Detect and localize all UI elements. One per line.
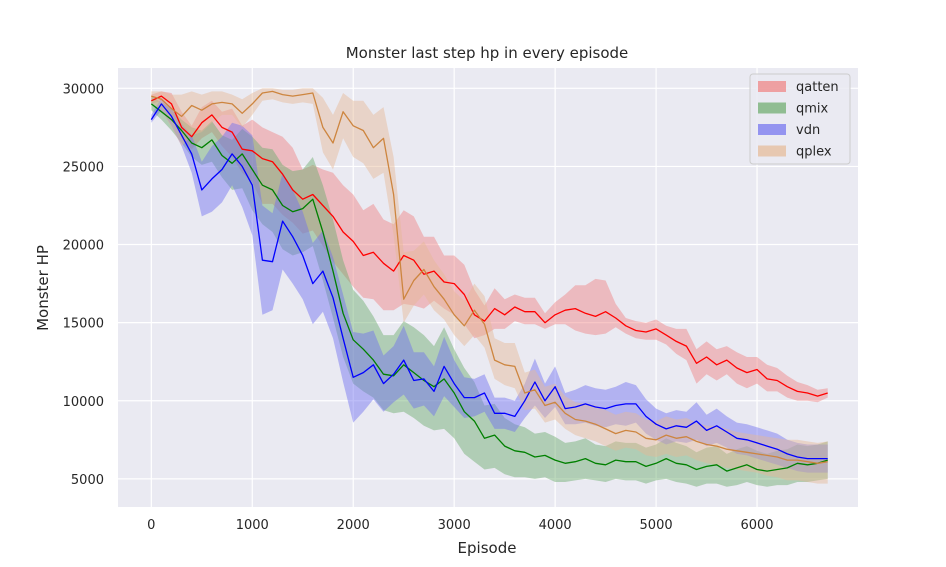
grid	[118, 68, 858, 507]
legend-label-qmix: qmix	[796, 102, 829, 117]
x-tick-label: 2000	[337, 518, 370, 533]
x-tick-label: 5000	[640, 518, 673, 533]
legend-swatch-qplex	[758, 145, 786, 157]
x-tick-label: 3000	[438, 518, 471, 533]
band-vdn	[151, 97, 828, 473]
line-vdn	[150, 103, 828, 460]
x-tick-label: 1000	[236, 518, 269, 533]
y-tick-label: 20000	[63, 239, 104, 254]
y-tick-label: 30000	[63, 82, 104, 97]
line-qmix	[150, 103, 828, 472]
x-tick-label: 6000	[740, 518, 773, 533]
x-tick-label: 4000	[539, 518, 572, 533]
line-qatten	[151, 95, 828, 397]
y-axis-label: Monster HP	[34, 245, 52, 331]
x-axis-label: Episode	[458, 539, 517, 557]
line-qplex	[151, 90, 828, 464]
band-qmix	[151, 96, 828, 487]
legend-swatch-vdn	[758, 124, 786, 135]
series-lines	[150, 90, 828, 472]
plot-area	[118, 68, 858, 507]
y-tick-label: 10000	[63, 395, 104, 410]
legend-label-vdn: vdn	[796, 123, 820, 138]
legend-label-qplex: qplex	[796, 145, 832, 160]
chart-title: Monster last step hp in every episode	[346, 44, 629, 62]
legend-swatch-qmix	[758, 102, 786, 114]
y-tick-label: 15000	[63, 317, 104, 332]
band-qatten	[151, 91, 828, 403]
x-axis: 0 1000 2000 3000 4000 5000 6000	[147, 518, 773, 533]
legend-label-qatten: qatten	[796, 80, 839, 95]
x-tick-label: 0	[147, 518, 155, 533]
legend-box	[749, 73, 851, 165]
legend: qatten qmix vdn qplex	[749, 73, 851, 165]
y-tick-label: 5000	[71, 473, 104, 488]
legend-swatch-qatten	[758, 81, 786, 92]
y-axis: 5000 10000 15000 20000 25000 30000	[63, 82, 104, 488]
y-tick-label: 25000	[63, 160, 104, 175]
